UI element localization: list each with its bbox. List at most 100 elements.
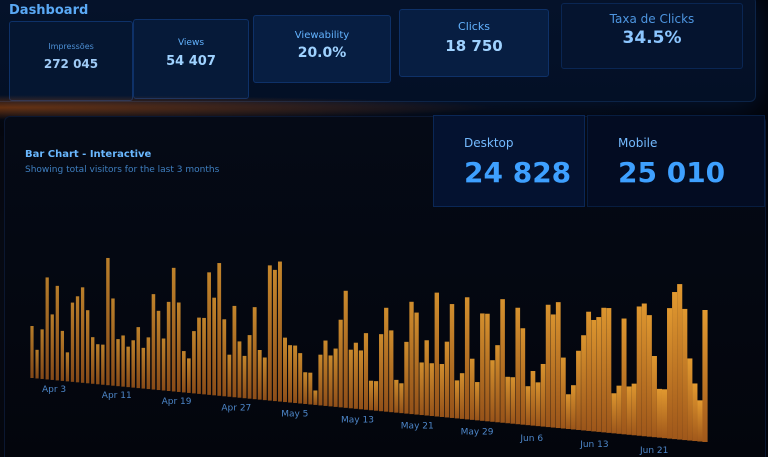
- bar[interactable]: [535, 382, 541, 427]
- bar[interactable]: [565, 394, 571, 430]
- bar[interactable]: [480, 313, 485, 421]
- mobile-metric[interactable]: Mobile 25 010: [587, 115, 765, 207]
- bar[interactable]: [257, 350, 262, 400]
- bar[interactable]: [581, 335, 586, 431]
- bar[interactable]: [30, 326, 34, 378]
- bar[interactable]: [277, 261, 282, 402]
- bar[interactable]: [146, 337, 151, 390]
- desktop-metric[interactable]: Desktop 24 828: [433, 115, 585, 207]
- bar[interactable]: [328, 355, 333, 407]
- bar[interactable]: [343, 290, 348, 408]
- bar[interactable]: [75, 296, 80, 383]
- bar[interactable]: [475, 382, 480, 421]
- kpi-clicks[interactable]: Clicks 18 750: [399, 9, 549, 77]
- bar[interactable]: [101, 344, 105, 385]
- bar[interactable]: [131, 340, 135, 388]
- bar[interactable]: [591, 319, 597, 432]
- bar[interactable]: [576, 350, 581, 430]
- bar[interactable]: [192, 331, 196, 394]
- bar[interactable]: [156, 310, 161, 391]
- bar[interactable]: [247, 335, 252, 399]
- bar[interactable]: [151, 294, 156, 390]
- kpi-views[interactable]: Views 54 407: [133, 19, 249, 99]
- bar[interactable]: [303, 372, 308, 404]
- bar[interactable]: [171, 267, 176, 392]
- bar[interactable]: [227, 354, 232, 397]
- bar[interactable]: [667, 308, 673, 439]
- bar[interactable]: [96, 344, 100, 385]
- bar[interactable]: [444, 341, 450, 418]
- bar[interactable]: [636, 306, 642, 436]
- bar[interactable]: [70, 302, 75, 382]
- bar[interactable]: [272, 269, 277, 402]
- bar[interactable]: [449, 304, 455, 418]
- bar[interactable]: [687, 358, 693, 441]
- bar[interactable]: [404, 341, 409, 414]
- bar[interactable]: [439, 364, 445, 417]
- bar[interactable]: [363, 333, 369, 410]
- bar[interactable]: [242, 355, 247, 399]
- bar[interactable]: [126, 346, 130, 388]
- bar[interactable]: [50, 314, 54, 380]
- bar[interactable]: [338, 319, 343, 408]
- bar[interactable]: [91, 337, 95, 384]
- bar[interactable]: [373, 381, 379, 411]
- bar[interactable]: [166, 301, 171, 391]
- bar[interactable]: [469, 358, 475, 420]
- bar[interactable]: [141, 347, 146, 389]
- bar[interactable]: [424, 340, 429, 416]
- bar[interactable]: [550, 314, 556, 428]
- bar[interactable]: [106, 257, 110, 386]
- bar[interactable]: [237, 341, 242, 398]
- bar[interactable]: [308, 372, 313, 405]
- bar[interactable]: [515, 307, 521, 425]
- bar[interactable]: [545, 304, 551, 428]
- bar[interactable]: [85, 310, 90, 384]
- bar[interactable]: [596, 317, 602, 432]
- bar[interactable]: [353, 342, 358, 409]
- bar[interactable]: [262, 357, 267, 401]
- bar[interactable]: [611, 393, 617, 434]
- bar[interactable]: [626, 386, 632, 435]
- bar[interactable]: [222, 319, 227, 397]
- bar[interactable]: [495, 345, 500, 423]
- bar[interactable]: [121, 335, 125, 387]
- bar[interactable]: [267, 265, 272, 401]
- bar[interactable]: [656, 388, 662, 438]
- bar[interactable]: [601, 307, 607, 433]
- bar[interactable]: [136, 327, 141, 389]
- bar[interactable]: [692, 383, 698, 442]
- bar[interactable]: [606, 308, 612, 433]
- bar[interactable]: [288, 345, 293, 403]
- bar[interactable]: [490, 360, 495, 422]
- bar[interactable]: [368, 380, 374, 411]
- bar[interactable]: [384, 307, 389, 412]
- bar[interactable]: [459, 373, 465, 419]
- bar[interactable]: [60, 330, 65, 381]
- bar[interactable]: [333, 348, 338, 407]
- bar[interactable]: [283, 337, 287, 403]
- bar[interactable]: [379, 334, 384, 412]
- bar[interactable]: [202, 317, 206, 395]
- bar[interactable]: [116, 339, 120, 387]
- bar[interactable]: [197, 317, 201, 394]
- bar[interactable]: [429, 363, 434, 417]
- bar[interactable]: [571, 385, 576, 430]
- bar[interactable]: [80, 287, 85, 383]
- bar[interactable]: [631, 383, 637, 436]
- kpi-impressions[interactable]: Impressões 272 045: [9, 21, 133, 101]
- bar[interactable]: [409, 301, 414, 415]
- bar[interactable]: [485, 313, 490, 422]
- bar[interactable]: [358, 350, 363, 410]
- bar[interactable]: [414, 312, 419, 415]
- bar[interactable]: [702, 310, 708, 442]
- bar[interactable]: [646, 315, 652, 437]
- bar[interactable]: [621, 318, 627, 435]
- bar[interactable]: [682, 308, 688, 441]
- bar[interactable]: [677, 284, 683, 440]
- bar[interactable]: [525, 386, 531, 426]
- bar[interactable]: [40, 329, 44, 379]
- bar[interactable]: [555, 302, 561, 429]
- bar[interactable]: [500, 299, 505, 423]
- bar[interactable]: [348, 349, 353, 409]
